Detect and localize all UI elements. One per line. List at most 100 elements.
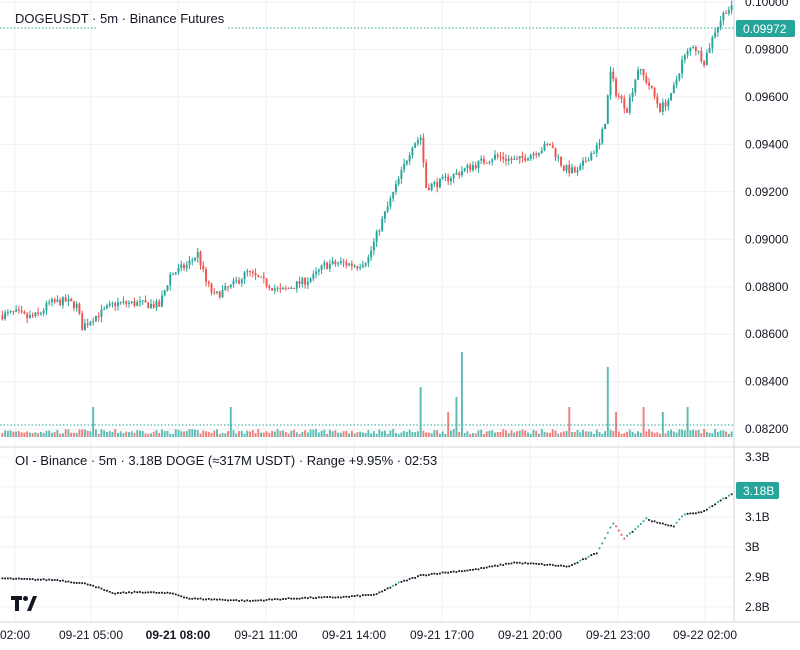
- volume-bar: [656, 432, 659, 437]
- candle: [251, 269, 254, 278]
- candle: [719, 16, 722, 31]
- candle: [326, 261, 329, 270]
- oi-point: [565, 565, 568, 568]
- volume-bar: [444, 433, 447, 437]
- oi-point: [593, 553, 595, 555]
- oi-point: [95, 586, 97, 589]
- volume-bar: [703, 429, 706, 437]
- candle: [94, 315, 97, 322]
- candle-body: [361, 265, 364, 268]
- oi-point: [670, 524, 672, 527]
- candle: [664, 99, 667, 111]
- volume-bar: [499, 431, 502, 437]
- candle: [293, 287, 296, 289]
- candle-body: [293, 287, 296, 289]
- volume-bar: [711, 433, 714, 437]
- candle-body: [81, 313, 84, 331]
- oi-point: [474, 568, 477, 571]
- oi-point: [394, 583, 397, 586]
- oi-point: [246, 599, 249, 602]
- oi-point: [260, 599, 262, 602]
- volume-bar: [42, 432, 45, 437]
- volume-bar: [375, 433, 378, 437]
- candle-body: [474, 165, 477, 169]
- candle: [221, 285, 224, 299]
- volume-bar: [485, 431, 488, 437]
- candle-body: [155, 301, 158, 308]
- candle-body: [301, 277, 304, 285]
- volume-bar: [565, 430, 568, 437]
- candle: [83, 318, 86, 331]
- oi-point: [455, 571, 458, 573]
- oi-point: [243, 600, 246, 603]
- candle-body: [216, 291, 218, 293]
- volume-bar: [659, 433, 662, 437]
- candle-body: [719, 20, 722, 27]
- candle-body: [114, 303, 117, 306]
- volume-bar: [527, 432, 529, 437]
- volume-bar: [147, 433, 150, 437]
- candle-body: [105, 305, 108, 309]
- candle: [650, 85, 653, 90]
- volume-bar: [273, 431, 276, 437]
- candle-body: [471, 165, 474, 170]
- candle-body: [6, 311, 9, 313]
- candle: [656, 93, 659, 109]
- candle: [202, 261, 205, 273]
- candle: [626, 107, 629, 114]
- oi-point: [722, 497, 725, 500]
- oi-point: [450, 571, 452, 573]
- oi-point: [306, 597, 309, 600]
- volume-bar: [518, 430, 521, 437]
- candle-body: [26, 313, 29, 319]
- candle-body: [320, 265, 323, 270]
- candle: [205, 266, 207, 287]
- oi-point: [510, 562, 513, 565]
- candle-body: [667, 100, 670, 107]
- volume-bar: [425, 432, 428, 437]
- candle-body: [590, 153, 593, 161]
- candle: [147, 301, 150, 309]
- candle: [502, 151, 505, 164]
- oi-point: [48, 578, 51, 581]
- oi-point: [595, 552, 598, 555]
- volume-bar: [496, 431, 499, 437]
- oi-point: [216, 598, 218, 601]
- oi-point: [26, 578, 29, 580]
- candle: [61, 296, 64, 309]
- candle-body: [295, 281, 298, 289]
- oi-point: [730, 493, 733, 496]
- volume-bar: [331, 431, 334, 437]
- candle-body: [139, 300, 141, 303]
- volume-bar: [100, 429, 103, 437]
- volume-bar: [714, 429, 717, 437]
- candle: [257, 274, 260, 278]
- oi-point: [240, 599, 243, 602]
- volume-bar: [694, 430, 697, 437]
- candle-body: [92, 321, 95, 323]
- oi-point: [703, 510, 706, 512]
- volume-bar: [540, 429, 543, 437]
- oi-point: [312, 597, 315, 600]
- candle: [381, 215, 384, 232]
- candle: [403, 158, 406, 173]
- volume-bar: [716, 431, 719, 437]
- oi-point: [205, 598, 207, 601]
- candle: [576, 167, 579, 176]
- oi-point: [612, 522, 615, 525]
- candle-body: [587, 160, 590, 162]
- oi-point: [372, 593, 375, 596]
- oi-point: [400, 580, 403, 583]
- candle: [513, 155, 516, 160]
- oi-point: [483, 567, 485, 569]
- candle-body: [551, 145, 554, 149]
- candle-body: [271, 288, 274, 291]
- oi-point: [139, 591, 141, 593]
- candle-body: [161, 295, 163, 307]
- candle: [617, 92, 620, 100]
- oi-point: [513, 561, 516, 564]
- volume-bar: [609, 429, 612, 437]
- oi-point: [543, 564, 546, 566]
- candle: [328, 259, 331, 273]
